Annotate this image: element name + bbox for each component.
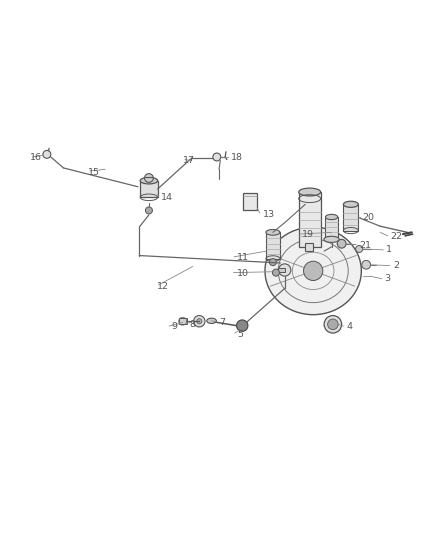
Text: 21: 21 [359, 241, 371, 250]
Bar [299, 192, 321, 247]
Text: 16: 16 [30, 154, 42, 163]
Text: 15: 15 [88, 168, 99, 177]
Text: 13: 13 [263, 211, 275, 219]
Circle shape [237, 320, 248, 332]
Text: 2: 2 [393, 261, 399, 270]
Bar [278, 268, 285, 272]
Text: 17: 17 [183, 156, 195, 165]
Bar [266, 232, 280, 259]
Text: 19: 19 [302, 230, 314, 239]
Circle shape [337, 239, 346, 248]
Text: 8: 8 [189, 320, 195, 329]
Text: 22: 22 [391, 232, 403, 241]
Ellipse shape [299, 188, 321, 196]
Text: 5: 5 [237, 330, 244, 339]
Ellipse shape [140, 177, 158, 184]
Text: 1: 1 [386, 245, 392, 254]
Circle shape [145, 207, 152, 214]
Text: 7: 7 [219, 318, 225, 327]
Circle shape [272, 269, 279, 276]
Ellipse shape [324, 236, 339, 243]
Bar [179, 318, 187, 324]
Circle shape [328, 319, 338, 329]
Text: 11: 11 [237, 253, 248, 262]
Bar [343, 204, 358, 231]
Circle shape [194, 316, 205, 327]
Text: 10: 10 [237, 269, 248, 278]
Ellipse shape [265, 227, 361, 314]
Circle shape [304, 261, 323, 280]
Circle shape [362, 260, 371, 269]
Circle shape [356, 246, 363, 253]
Text: 12: 12 [157, 282, 169, 290]
Text: 3: 3 [385, 274, 391, 283]
Text: 18: 18 [231, 154, 243, 163]
Text: 9: 9 [172, 322, 178, 332]
Circle shape [43, 150, 51, 158]
Circle shape [269, 259, 276, 265]
Circle shape [197, 319, 202, 324]
Circle shape [279, 264, 291, 276]
Text: 4: 4 [347, 322, 353, 332]
Text: 20: 20 [363, 213, 374, 222]
Ellipse shape [325, 214, 338, 220]
Text: 14: 14 [161, 193, 173, 202]
Circle shape [213, 153, 221, 161]
Circle shape [324, 316, 342, 333]
Bar [243, 193, 257, 211]
Ellipse shape [266, 230, 280, 235]
Ellipse shape [343, 201, 358, 207]
Bar [305, 243, 313, 251]
Bar [325, 217, 338, 237]
Bar [140, 181, 158, 197]
Circle shape [145, 174, 153, 182]
Ellipse shape [207, 318, 216, 324]
